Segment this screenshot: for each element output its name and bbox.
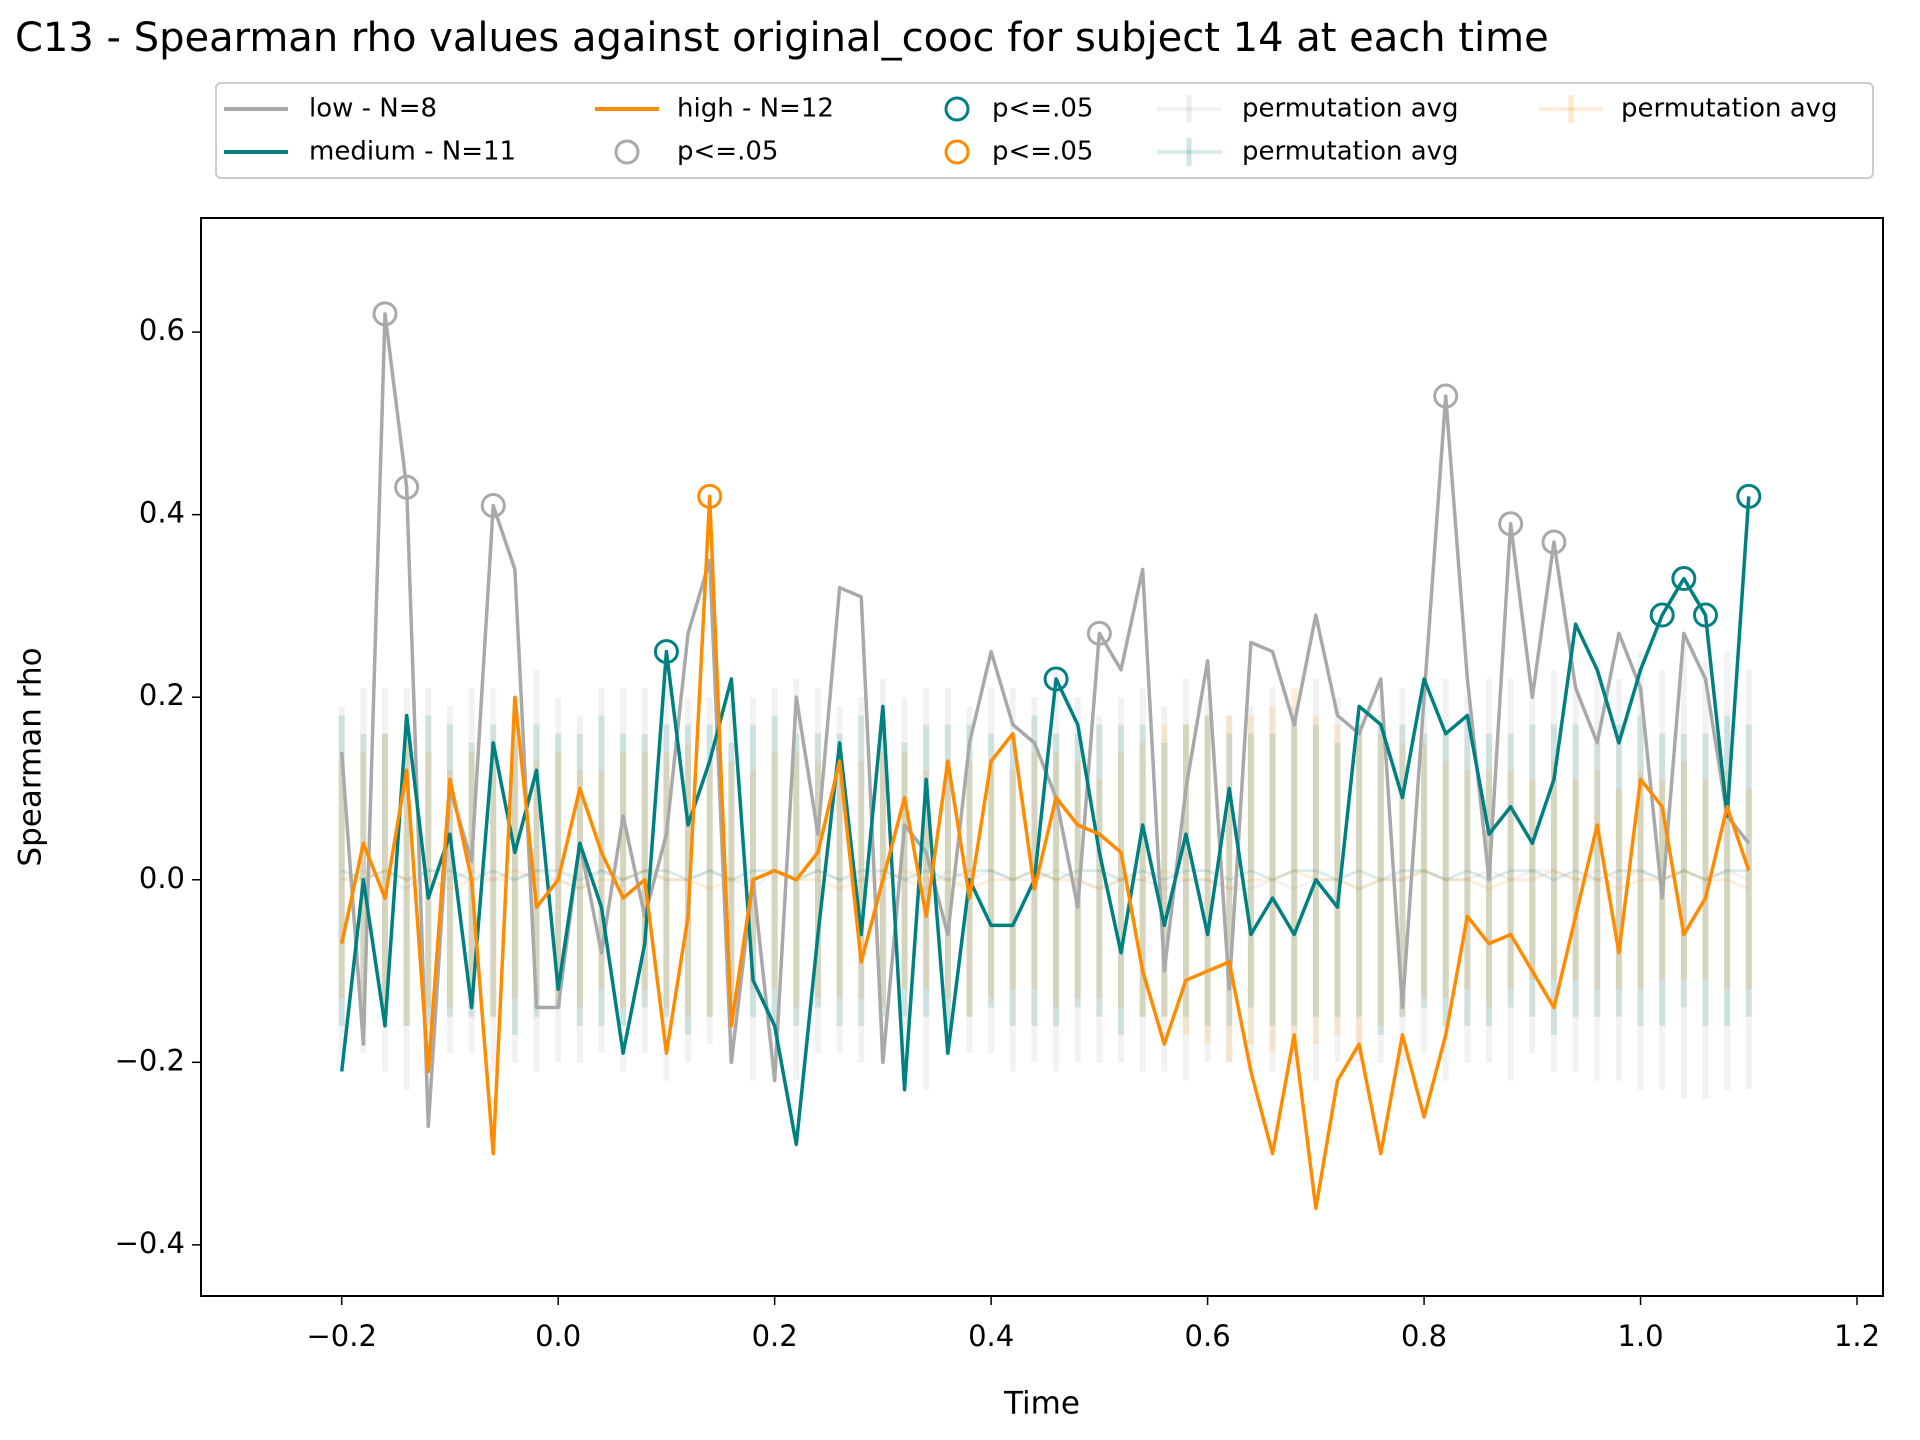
significance-marker (1043, 666, 1069, 692)
chart-title: C13 - Spearman rho values against origin… (15, 15, 1549, 61)
y-tick-label: 0.2 (139, 678, 185, 712)
significance-marker (1649, 602, 1675, 628)
x-tick-label: −0.2 (306, 1319, 376, 1353)
x-tick-label: 0.8 (1401, 1319, 1447, 1353)
data-line (339, 312, 1751, 1128)
legend-label: p<=.05 (992, 94, 1093, 124)
plot-frame (200, 217, 1884, 1297)
legend-box (215, 82, 1874, 179)
legend-label: p<=.05 (677, 137, 778, 167)
legend-handle (614, 139, 640, 165)
significance-marker (1086, 620, 1112, 646)
legend-label: p<=.05 (992, 137, 1093, 167)
x-tick-label: 0.4 (968, 1319, 1014, 1353)
y-tick-label: 0.4 (139, 496, 185, 530)
legend-label: high - N=12 (677, 94, 834, 124)
significance-marker (1498, 511, 1524, 537)
y-axis-label: Spearman rho (13, 647, 49, 866)
y-tick-label: 0.6 (139, 313, 185, 347)
permutation-line (341, 868, 1750, 891)
legend-handle (944, 139, 970, 165)
significance-marker (697, 483, 723, 509)
significance-marker (1736, 483, 1762, 509)
significance-marker (394, 474, 420, 500)
permutation-line (341, 869, 1750, 891)
y-tick-label: −0.4 (115, 1226, 185, 1260)
x-tick-label: 0.0 (535, 1319, 581, 1353)
legend-label: permutation avg (1242, 137, 1459, 167)
legend-handle (944, 96, 970, 122)
significance-marker (372, 301, 398, 327)
x-tick-label: 1.0 (1617, 1319, 1663, 1353)
significance-marker (1671, 566, 1697, 592)
significance-marker (1433, 383, 1459, 409)
x-tick-label: 1.2 (1834, 1319, 1880, 1353)
y-tick-label: −0.2 (115, 1043, 185, 1077)
x-axis-label: Time (1003, 1386, 1080, 1422)
data-line (339, 494, 1751, 1211)
data-line (339, 496, 1751, 1147)
y-tick-label: 0.0 (139, 861, 185, 895)
legend-label: permutation avg (1242, 94, 1459, 124)
x-tick-label: 0.2 (752, 1319, 798, 1353)
legend-label: low - N=8 (309, 94, 437, 124)
plot-area (338, 301, 1762, 1211)
legend-label: permutation avg (1621, 94, 1838, 124)
significance-marker (653, 639, 679, 665)
x-tick-label: 0.6 (1185, 1319, 1231, 1353)
significance-marker (480, 493, 506, 519)
significance-marker (1692, 602, 1718, 628)
legend-label: medium - N=11 (309, 137, 516, 167)
significance-marker (1541, 529, 1567, 555)
